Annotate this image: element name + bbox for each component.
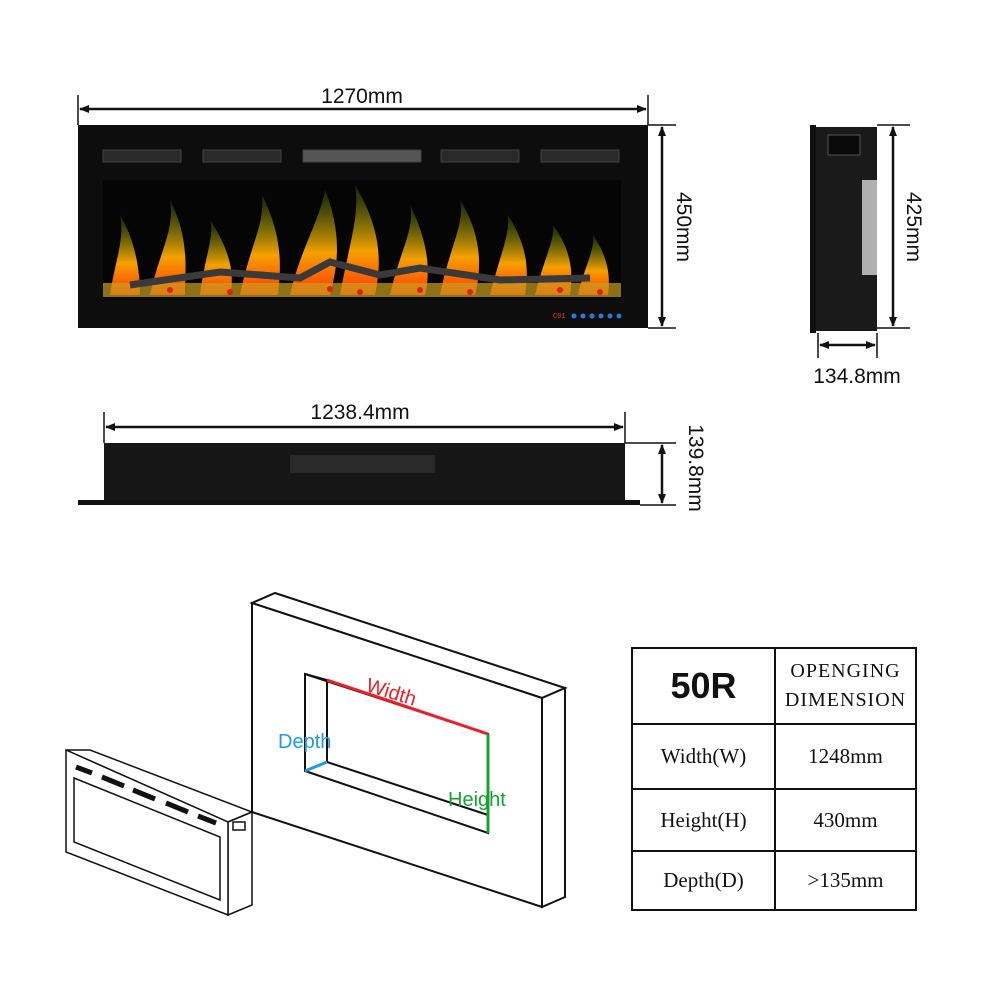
row-value-height: 430mm	[776, 790, 915, 852]
row-label-depth: Depth(D)	[633, 852, 776, 909]
opening-height-label: Height	[448, 789, 506, 811]
table-header: OPENGING DIMENSION	[776, 649, 915, 725]
row-label-height: Height(H)	[633, 790, 776, 852]
top-depth-label: 139.8mm	[684, 424, 707, 512]
row-value-depth: >135mm	[807, 868, 884, 892]
side-depth-label: 134.8mm	[813, 365, 901, 388]
opening-depth-label: Depth	[278, 731, 331, 753]
logs	[129, 258, 591, 289]
row-value-width: 1248mm	[776, 725, 915, 790]
row-label-width: Width(W)	[633, 725, 776, 790]
vents	[102, 149, 620, 163]
embers	[167, 286, 603, 295]
opening-diagram: Width Depth Height	[249, 591, 568, 909]
side-view: 425mm 134.8mm	[810, 124, 925, 388]
top-width-label: 1238.4mm	[310, 401, 409, 424]
front-view: 1270mm C01 4	[77, 85, 695, 329]
top-view: 1238.4mm 139.8mm	[78, 401, 707, 512]
model-name: 50R	[633, 649, 776, 725]
front-height-label: 450mm	[672, 192, 695, 262]
front-width-label: 1270mm	[321, 85, 403, 108]
fireplace-isometric	[65, 748, 255, 917]
side-height-label: 425mm	[902, 192, 925, 262]
opening-dimension-table: 50R OPENGING DIMENSION Width(W) 1248mm H…	[631, 647, 917, 911]
control-display: C01	[553, 313, 566, 321]
control-buttons	[571, 313, 622, 319]
